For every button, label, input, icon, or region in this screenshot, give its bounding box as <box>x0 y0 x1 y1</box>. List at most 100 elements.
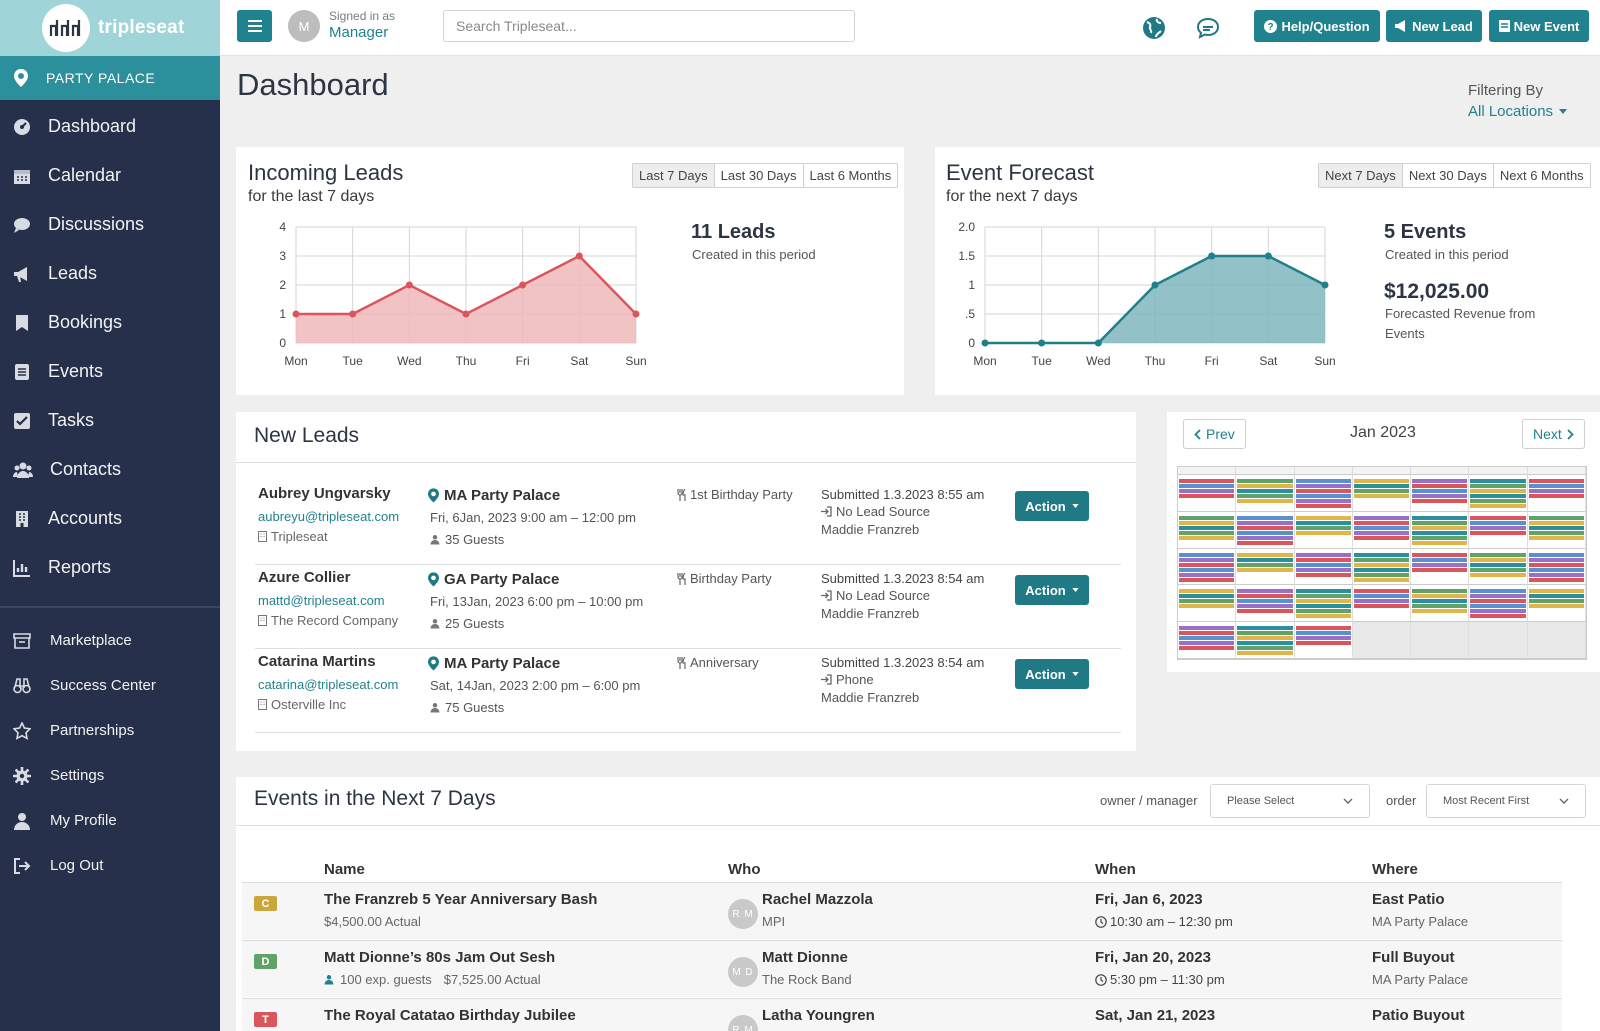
calendar-day[interactable] <box>1236 585 1295 623</box>
lead-action-button[interactable]: Action <box>1015 491 1089 521</box>
calendar-event-bar[interactable] <box>1237 494 1293 498</box>
calendar-event-bar[interactable] <box>1295 484 1351 488</box>
calendar-event-bar[interactable] <box>1179 631 1235 636</box>
calendar-day[interactable] <box>1527 475 1586 512</box>
signed-in-role[interactable]: Manager <box>329 24 389 41</box>
calendar-event-bar[interactable] <box>1237 530 1293 535</box>
calendar-day[interactable] <box>1469 548 1528 586</box>
calendar-event-bar[interactable] <box>1353 494 1410 498</box>
calendar-day[interactable] <box>1294 622 1353 659</box>
calendar-event-bar[interactable] <box>1412 567 1468 572</box>
calendar-event-bar[interactable] <box>1353 484 1410 488</box>
calendar-event-bar[interactable] <box>1295 589 1351 594</box>
calendar-day[interactable] <box>1352 548 1412 586</box>
calendar-day[interactable] <box>1352 511 1412 549</box>
calendar-event-bar[interactable] <box>1470 525 1526 530</box>
owner-select[interactable]: Please Select <box>1210 784 1370 818</box>
range-last-30-days[interactable]: Last 30 Days <box>713 164 803 187</box>
calendar-event-bar[interactable] <box>1179 572 1235 577</box>
location-filter-dropdown[interactable]: All Locations <box>1468 103 1568 120</box>
sidebar-item-my-profile[interactable]: My Profile <box>0 798 220 843</box>
lead-name[interactable]: Catarina Martins <box>258 653 376 670</box>
calendar-event-bar[interactable] <box>1412 525 1468 530</box>
calendar-event-bar[interactable] <box>1412 494 1468 498</box>
calendar-event-bar[interactable] <box>1179 515 1235 520</box>
calendar-event-bar[interactable] <box>1412 562 1468 567</box>
calendar-event-bar[interactable] <box>1528 515 1584 520</box>
new-lead-button[interactable]: New Lead <box>1386 10 1482 42</box>
calendar-event-bar[interactable] <box>1295 594 1351 599</box>
column-header-when[interactable]: When <box>1095 861 1136 878</box>
sidebar-item-dashboard[interactable]: Dashboard <box>0 102 220 151</box>
calendar-event-bar[interactable] <box>1528 562 1584 567</box>
calendar-event-bar[interactable] <box>1179 636 1235 641</box>
calendar-event-bar[interactable] <box>1412 520 1468 525</box>
order-select[interactable]: Most Recent First <box>1426 784 1586 818</box>
calendar-event-bar[interactable] <box>1179 641 1235 646</box>
calendar-event-bar[interactable] <box>1295 641 1351 646</box>
calendar-event-bar[interactable] <box>1237 484 1293 488</box>
sidebar-item-tasks[interactable]: Tasks <box>0 396 220 445</box>
calendar-event-bar[interactable] <box>1528 567 1584 572</box>
calendar-event-bar[interactable] <box>1237 562 1293 567</box>
calendar-event-bar[interactable] <box>1179 494 1235 498</box>
calendar-event-bar[interactable] <box>1295 572 1351 577</box>
calendar-event-bar[interactable] <box>1179 604 1235 609</box>
calendar-day[interactable] <box>1527 585 1586 623</box>
calendar-event-bar[interactable] <box>1237 557 1293 562</box>
calendar-event-bar[interactable] <box>1295 562 1351 567</box>
range-next-30-days[interactable]: Next 30 Days <box>1401 164 1493 187</box>
calendar-event-bar[interactable] <box>1412 599 1468 604</box>
sidebar-item-discussions[interactable]: Discussions <box>0 200 220 249</box>
calendar-day[interactable] <box>1178 475 1237 512</box>
sidebar-item-calendar[interactable]: Calendar <box>0 151 220 200</box>
calendar-event-bar[interactable] <box>1179 567 1235 572</box>
calendar-day[interactable] <box>1352 585 1412 623</box>
calendar-event-bar[interactable] <box>1179 489 1235 493</box>
calendar-day[interactable] <box>1294 548 1353 586</box>
calendar-event-bar[interactable] <box>1237 609 1293 614</box>
calendar-day[interactable] <box>1294 475 1353 512</box>
calendar-next-button[interactable]: Next <box>1522 419 1585 449</box>
calendar-event-bar[interactable] <box>1179 577 1235 582</box>
calendar-event-bar[interactable] <box>1528 530 1584 535</box>
calendar-event-bar[interactable] <box>1412 484 1468 488</box>
calendar-event-bar[interactable] <box>1412 540 1468 545</box>
calendar-event-bar[interactable] <box>1353 604 1410 609</box>
calendar-event-bar[interactable] <box>1179 484 1235 488</box>
calendar-event-bar[interactable] <box>1179 479 1235 483</box>
calendar-event-bar[interactable] <box>1353 479 1410 483</box>
lead-email[interactable]: aubreyu@tripleseat.com <box>258 509 400 524</box>
calendar-event-bar[interactable] <box>1353 552 1410 557</box>
column-header-who[interactable]: Who <box>728 861 761 878</box>
calendar-event-bar[interactable] <box>1353 557 1410 562</box>
globe-icon[interactable] <box>1142 16 1166 40</box>
calendar-event-bar[interactable] <box>1470 594 1526 599</box>
calendar-day[interactable] <box>1527 548 1586 586</box>
calendar-event-bar[interactable] <box>1528 557 1584 562</box>
calendar-day[interactable] <box>1236 511 1295 549</box>
calendar-event-bar[interactable] <box>1353 594 1410 599</box>
calendar-event-bar[interactable] <box>1470 589 1526 594</box>
calendar-event-bar[interactable] <box>1237 479 1293 483</box>
calendar-event-bar[interactable] <box>1353 577 1410 582</box>
calendar-event-bar[interactable] <box>1353 525 1410 530</box>
calendar-event-bar[interactable] <box>1179 594 1235 599</box>
calendar-day[interactable] <box>1469 622 1528 659</box>
calendar-day[interactable] <box>1178 585 1237 623</box>
calendar-event-bar[interactable] <box>1412 515 1468 520</box>
calendar-event-bar[interactable] <box>1470 499 1526 503</box>
calendar-event-bar[interactable] <box>1295 515 1351 520</box>
calendar-event-bar[interactable] <box>1470 489 1526 493</box>
calendar-event-bar[interactable] <box>1179 626 1235 631</box>
calendar-event-bar[interactable] <box>1528 589 1584 594</box>
logo[interactable]: tripleseat <box>0 0 220 56</box>
calendar-event-bar[interactable] <box>1528 535 1584 540</box>
event-contact[interactable]: Rachel Mazzola <box>762 891 873 908</box>
calendar-event-bar[interactable] <box>1412 499 1468 503</box>
calendar-event-bar[interactable] <box>1353 515 1410 520</box>
calendar-event-bar[interactable] <box>1412 552 1468 557</box>
calendar-event-bar[interactable] <box>1179 599 1235 604</box>
range-last-7-days[interactable]: Last 7 Days <box>633 164 714 187</box>
calendar-event-bar[interactable] <box>1295 599 1351 604</box>
